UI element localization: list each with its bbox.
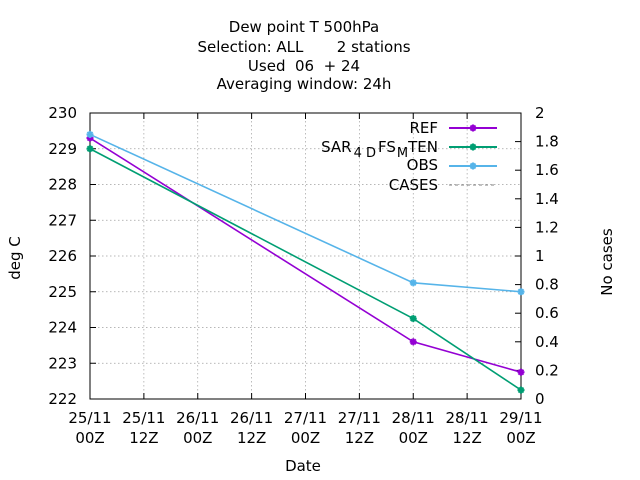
point-obs: [517, 288, 525, 296]
x-tick-label-date: 28/11: [446, 409, 489, 427]
point-ref: [409, 338, 417, 346]
point-mark-stroke: [86, 131, 94, 138]
x-tick-label-date: 27/11: [338, 409, 381, 427]
legend-label-cases: CASES: [389, 176, 438, 194]
legend-entry-ref: REF: [409, 119, 497, 137]
grid: [90, 113, 521, 399]
point-mark-stroke: [86, 145, 94, 152]
point-sar: [517, 386, 525, 394]
tick-marks: [89, 112, 522, 400]
title-line-3: Used 06 + 24: [248, 57, 360, 75]
legend-label-obs: OBS: [407, 156, 438, 174]
x-tick-label-hour: 12Z: [129, 429, 158, 447]
y-tick-label: 224: [48, 319, 77, 337]
point-sar: [409, 315, 417, 323]
x-tick-label-hour: 00Z: [291, 429, 320, 447]
point-mark-stroke: [410, 279, 417, 287]
y2-tick-label: 0.6: [535, 304, 559, 322]
point-sar: [86, 145, 94, 153]
y2-tick-label: 1: [535, 247, 545, 265]
title-line-4: Averaging window: 24h: [217, 75, 392, 93]
x-tick-label-date: 26/11: [230, 409, 273, 427]
x-axis-label: Date: [285, 457, 321, 475]
point-mark-stroke: [410, 338, 417, 346]
x-tick-label-hour: 12Z: [452, 429, 481, 447]
y2-tick-label: 0.4: [535, 333, 559, 351]
x-tick-label-date: 25/11: [122, 409, 165, 427]
legend-entry-sar: SAR 4 D FSMTEN: [321, 138, 497, 161]
y2-tick-label: 2: [535, 104, 545, 122]
y2-tick-label: 0: [535, 390, 545, 408]
y-tick-label: 226: [48, 247, 77, 265]
legend-label-sar: SAR 4 D FSMTEN: [321, 138, 438, 161]
x-tick-label-date: 29/11: [499, 409, 542, 427]
title-line-1: Dew point T 500hPa: [229, 18, 379, 36]
legend-entry-cases: CASES: [389, 176, 497, 194]
y-tick-label: 222: [48, 390, 77, 408]
x-tick-label-date: 28/11: [392, 409, 435, 427]
x-tick-labels: 25/11 00Z 25/11 12Z 26/11 00Z 26/11 12Z 27/11 00Z…: [68, 409, 542, 447]
y-tick-label: 230: [48, 104, 77, 122]
point-mark-stroke: [517, 368, 525, 376]
x-tick-label-date: 26/11: [176, 409, 219, 427]
y-axis-label: deg C: [6, 236, 24, 280]
point-mark-stroke: [517, 288, 525, 295]
y2-tick-label: 0.8: [535, 276, 559, 294]
point-mark-stroke: [517, 386, 525, 394]
point-obs: [409, 279, 417, 287]
x-tick-label-hour: 00Z: [399, 429, 428, 447]
y-tick-labels: 222 223 224 225 226 227 228 229 230: [48, 104, 77, 408]
legend-label-ref: REF: [409, 119, 438, 137]
legend: REF SAR 4 D FSMTEN OBS CASES: [321, 119, 497, 194]
y-tick-label: 223: [48, 354, 77, 372]
y2-tick-label: 1.4: [535, 190, 559, 208]
y-tick-label: 227: [48, 211, 77, 229]
x-tick-label-hour: 12Z: [237, 429, 266, 447]
y-tick-label: 229: [48, 140, 77, 158]
y-tick-label: 228: [48, 176, 77, 194]
x-tick-label-date: 25/11: [68, 409, 111, 427]
y2-tick-label: 1.6: [535, 161, 559, 179]
legend-marker-ref: [469, 124, 477, 132]
y2-tick-label: 1.2: [535, 218, 559, 236]
x-tick-label-hour: 12Z: [345, 429, 374, 447]
y2-axis-label: No cases: [598, 228, 616, 296]
legend-marker-obs: [469, 162, 477, 170]
point-obs: [86, 130, 94, 138]
x-tick-label-date: 27/11: [284, 409, 327, 427]
legend-entry-obs: OBS: [407, 156, 497, 174]
series-lines: [86, 130, 525, 394]
x-tick-label-hour: 00Z: [506, 429, 535, 447]
y2-tick-label: 0.2: [535, 361, 559, 379]
x-tick-label-hour: 00Z: [183, 429, 212, 447]
x-tick-label-hour: 00Z: [75, 429, 104, 447]
point-ref: [517, 368, 525, 376]
y-tick-label: 225: [48, 283, 77, 301]
legend-marker-sar: [469, 143, 477, 151]
title-line-2: Selection: ALL 2 stations: [197, 38, 410, 56]
y2-tick-labels: 0 0.2 0.4 0.6 0.8 1 1.2 1.4 1.6 1.8 2: [535, 104, 559, 408]
point-mark-stroke: [410, 315, 417, 322]
chart-title: Dew point T 500hPa Selection: ALL 2 stat…: [197, 18, 410, 93]
point-ref: [86, 134, 94, 142]
y2-tick-label: 1.8: [535, 133, 559, 151]
